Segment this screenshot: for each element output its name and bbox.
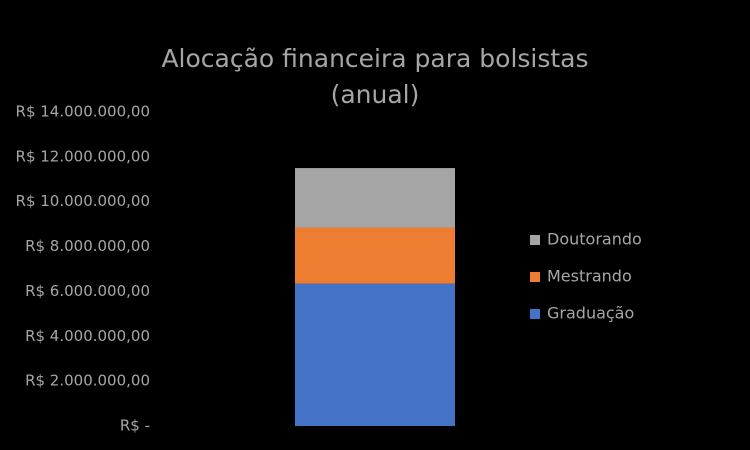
bar-segment: [295, 283, 455, 426]
legend-swatch: [530, 235, 540, 245]
bar-segment: [295, 168, 455, 228]
legend-swatch: [530, 309, 540, 319]
legend-swatch: [530, 272, 540, 282]
y-tick-label: R$ 10.000.000,00: [16, 192, 150, 210]
y-tick-label: R$ 2.000.000,00: [25, 372, 150, 390]
y-tick-label: R$ 14.000.000,00: [16, 103, 150, 121]
legend-label: Mestrando: [547, 267, 632, 286]
y-tick-label: R$ 6.000.000,00: [25, 282, 150, 300]
y-tick-label: R$ 8.000.000,00: [25, 237, 150, 255]
legend-label: Graduação: [547, 304, 634, 323]
y-tick-label: R$ 4.000.000,00: [25, 327, 150, 345]
y-tick-label: R$ -: [120, 417, 150, 435]
chart-title: Alocação financeira para bolsistas: [161, 44, 588, 73]
legend-label: Doutorando: [547, 230, 642, 249]
bar-segment: [295, 227, 455, 284]
y-tick-label: R$ 12.000.000,00: [16, 147, 150, 165]
chart-title: (anual): [331, 80, 420, 109]
